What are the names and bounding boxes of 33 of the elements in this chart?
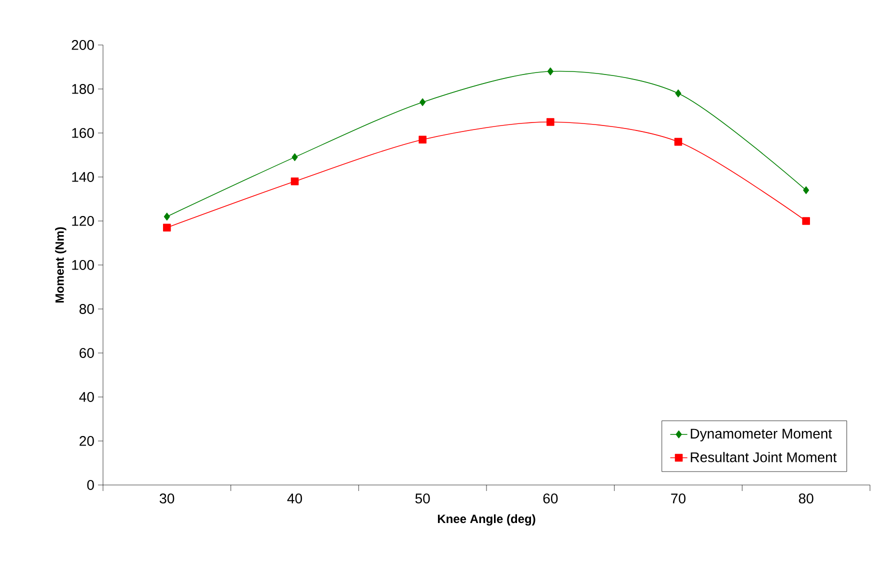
y-tick-label: 160: [72, 128, 94, 138]
point: [164, 212, 170, 220]
point: [675, 89, 682, 98]
y-tick-label: 0: [87, 480, 94, 490]
x-axis-title: Knee Angle (deg): [438, 514, 536, 526]
y-tick-label: 60: [80, 348, 94, 358]
point: [802, 217, 810, 225]
x-tick-label: 60: [543, 494, 558, 504]
point: [292, 153, 298, 162]
y-tick-label: 200: [72, 40, 94, 50]
x-tick-label: 40: [287, 494, 302, 504]
point: [547, 67, 554, 76]
y-tick-label: 100: [72, 260, 94, 270]
y-tick-label: 20: [80, 436, 94, 446]
point: [418, 136, 426, 144]
x-tick-label: 70: [671, 494, 686, 504]
point: [420, 98, 426, 106]
y-axis-title: Moment (Nm): [55, 227, 66, 303]
point: [803, 186, 810, 194]
x-tick-label: 80: [798, 494, 814, 504]
legend-label: Resultant Joint Moment: [690, 452, 837, 462]
y-tick-label: 40: [79, 392, 94, 402]
y-tick-label: 120: [72, 216, 94, 226]
y-tick-label: 140: [72, 172, 94, 182]
y-tick-label: 80: [80, 304, 94, 314]
x-tick-label: 50: [415, 494, 430, 504]
y-tick-label: 180: [72, 84, 94, 94]
point: [546, 118, 554, 126]
point: [163, 224, 171, 232]
x-tick-label: 30: [160, 494, 174, 504]
point: [290, 177, 299, 186]
point: [674, 138, 682, 146]
legend-label: Dynamometer Moment: [690, 428, 832, 442]
